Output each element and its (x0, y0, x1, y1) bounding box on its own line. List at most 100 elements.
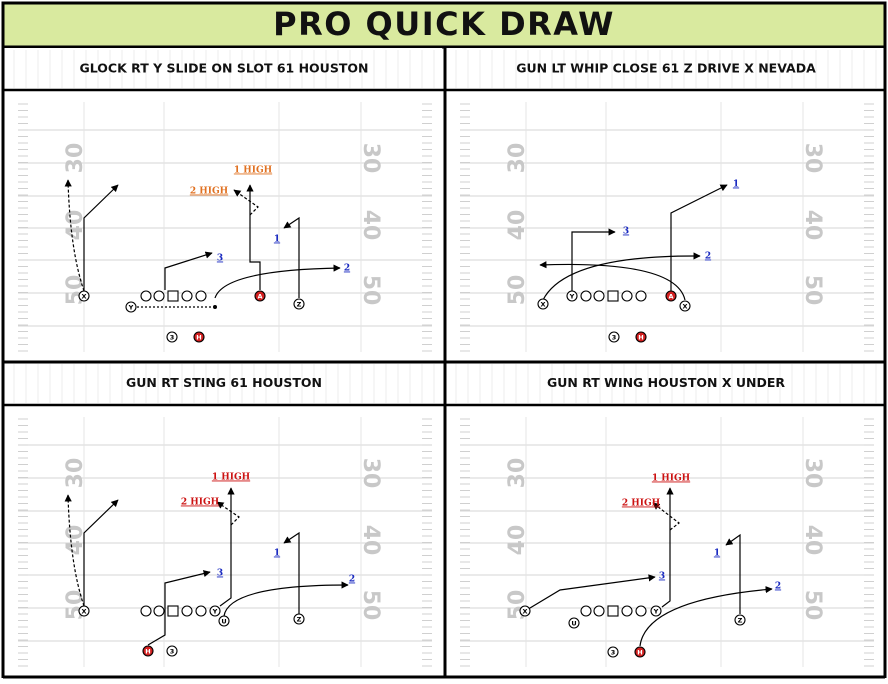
yard-number: 30 (505, 458, 530, 489)
yard-number: 50 (800, 275, 825, 306)
play-title: GUN RT WING HOUSTON X UNDER (547, 375, 785, 390)
center (167, 290, 179, 302)
play-panel: GLOCK RT Y SLIDE ON SLOT 61 HOUSTON 30 30 4… (4, 48, 442, 352)
player-label: 3 (611, 649, 616, 657)
lineman (635, 605, 647, 617)
player (566, 290, 578, 302)
route (233, 189, 259, 216)
yard-number: 40 (505, 525, 530, 556)
player (608, 331, 620, 343)
route (542, 252, 701, 301)
route (571, 228, 616, 291)
player-label: Z (297, 616, 302, 624)
yard-number: 30 (800, 458, 825, 489)
route-label: 1 (733, 180, 739, 190)
yard-number: 30 (358, 143, 383, 174)
player-label: H (145, 648, 150, 656)
route (83, 184, 119, 291)
route (539, 261, 686, 301)
player-label: H (638, 334, 643, 342)
yard-number: 40 (358, 525, 383, 556)
lineman (621, 605, 633, 617)
player-label: H (196, 334, 201, 342)
player (665, 290, 677, 302)
lineman (153, 605, 165, 617)
lineman (635, 290, 647, 302)
route (725, 533, 741, 614)
route (283, 216, 300, 298)
player (166, 645, 178, 657)
player-label: X (682, 303, 687, 311)
player (209, 605, 221, 617)
player (78, 605, 90, 617)
yard-number: 30 (505, 143, 530, 174)
panel-header (446, 362, 884, 405)
yard-number: 40 (358, 210, 383, 241)
route-label: 3 (217, 569, 223, 579)
player (254, 290, 266, 302)
route-label: 2 HIGH (190, 187, 229, 197)
player-label: X (540, 301, 545, 309)
player (293, 298, 305, 310)
route-label: 3 (659, 572, 665, 582)
player (734, 614, 746, 626)
route-label: 1 (274, 235, 280, 245)
player (634, 646, 646, 658)
route (216, 501, 240, 526)
lineman (181, 605, 193, 617)
player (193, 331, 205, 343)
route (246, 184, 261, 290)
route-label: 2 (349, 575, 355, 585)
yard-number: 40 (800, 525, 825, 556)
player-label: Y (212, 608, 218, 616)
center (607, 290, 619, 302)
player (635, 331, 647, 343)
yard-number: 50 (800, 590, 825, 621)
yard-number: 40 (505, 210, 530, 241)
player-label: 3 (170, 648, 175, 656)
player (293, 613, 305, 625)
route (147, 570, 211, 646)
player (568, 617, 580, 629)
lineman (593, 605, 605, 617)
yard-number: 30 (63, 458, 88, 489)
lineman (621, 290, 633, 302)
player-label: 3 (612, 334, 617, 342)
yard-number: 30 (358, 458, 383, 489)
lineman (140, 290, 152, 302)
route (214, 264, 341, 299)
route (524, 574, 656, 612)
route-label: 1 HIGH (212, 473, 251, 483)
player (125, 301, 137, 313)
play-title: GUN RT STING 61 HOUSTON (126, 375, 322, 390)
route-label: 1 HIGH (652, 474, 691, 484)
route (223, 581, 349, 617)
yard-number: 30 (63, 143, 88, 174)
lineman (580, 290, 592, 302)
player-label: Z (297, 301, 302, 309)
lineman (140, 605, 152, 617)
player-label: U (221, 618, 226, 626)
panel-header (446, 48, 884, 90)
route-label: 2 HIGH (181, 498, 220, 508)
yard-number: 50 (358, 590, 383, 621)
lineman (195, 290, 207, 302)
yard-number: 50 (505, 275, 530, 306)
route (661, 487, 674, 608)
route-label: 1 (714, 549, 720, 559)
sheet-title: PRO QUICK DRAW (273, 5, 615, 43)
player-label: Z (738, 617, 743, 625)
route-label: 2 (344, 264, 350, 274)
lineman (593, 290, 605, 302)
center (167, 605, 179, 617)
player-label: X (81, 293, 86, 301)
center (607, 605, 619, 617)
lineman (195, 605, 207, 617)
player (650, 605, 662, 617)
player-label: Y (128, 304, 134, 312)
